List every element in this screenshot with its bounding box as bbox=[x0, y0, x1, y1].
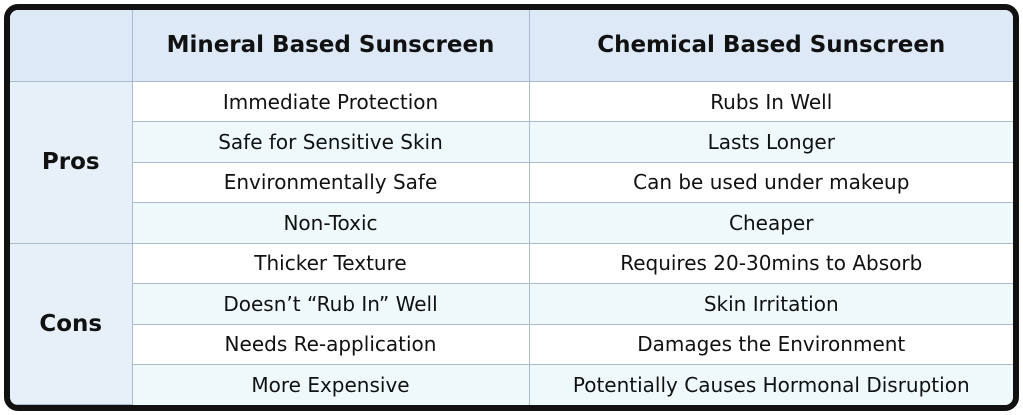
table-cell: Requires 20-30mins to Absorb bbox=[528, 242, 1013, 285]
body-row: Pros Immediate Protection Rubs In Well bbox=[10, 80, 1013, 244]
table-cell: Environmentally Safe bbox=[131, 161, 530, 204]
corner-cell bbox=[10, 10, 133, 82]
table-cell: Safe for Sensitive Skin bbox=[131, 121, 530, 163]
table-cell: Thicker Texture bbox=[131, 242, 530, 285]
table-cell: Damages the Environment bbox=[528, 323, 1013, 365]
table-cell: Immediate Protection bbox=[131, 80, 530, 123]
comparison-table: Mineral Based Sunscreen Chemical Based S… bbox=[10, 10, 1013, 405]
body-row: Needs Re-application Damages the Environm… bbox=[10, 323, 1013, 365]
column-header: Mineral Based Sunscreen bbox=[131, 10, 530, 82]
table-cell: Rubs In Well bbox=[528, 80, 1013, 123]
group-label: Pros bbox=[10, 80, 133, 244]
body-row: Safe for Sensitive Skin Lasts Longer bbox=[10, 121, 1013, 163]
table-cell: Cheaper bbox=[528, 202, 1013, 244]
table-cell: Non-Toxic bbox=[131, 202, 530, 244]
group-label: Cons bbox=[10, 242, 133, 405]
table-cell: Lasts Longer bbox=[528, 121, 1013, 163]
table-cell: Can be used under makeup bbox=[528, 161, 1013, 204]
table-cell: Doesn’t “Rub In” Well bbox=[131, 283, 530, 325]
body-row: Doesn’t “Rub In” Well Skin Irritation bbox=[10, 283, 1013, 325]
body-row: More Expensive Potentially Causes Hormona… bbox=[10, 363, 1013, 405]
table-cell: Potentially Causes Hormonal Disruption bbox=[528, 363, 1013, 405]
body-row: Cons Thicker Texture Requires 20-30mins to… bbox=[10, 242, 1013, 405]
body-row: Non-Toxic Cheaper bbox=[10, 202, 1013, 244]
header-row: Mineral Based Sunscreen Chemical Based S… bbox=[10, 10, 1013, 82]
body-row: Environmentally Safe Can be used under ma… bbox=[10, 161, 1013, 204]
table-frame: Mineral Based Sunscreen Chemical Based S… bbox=[4, 4, 1019, 411]
column-header: Chemical Based Sunscreen bbox=[528, 10, 1013, 82]
table-cell: More Expensive bbox=[131, 363, 530, 405]
table-cell: Skin Irritation bbox=[528, 283, 1013, 325]
table-cell: Needs Re-application bbox=[131, 323, 530, 365]
